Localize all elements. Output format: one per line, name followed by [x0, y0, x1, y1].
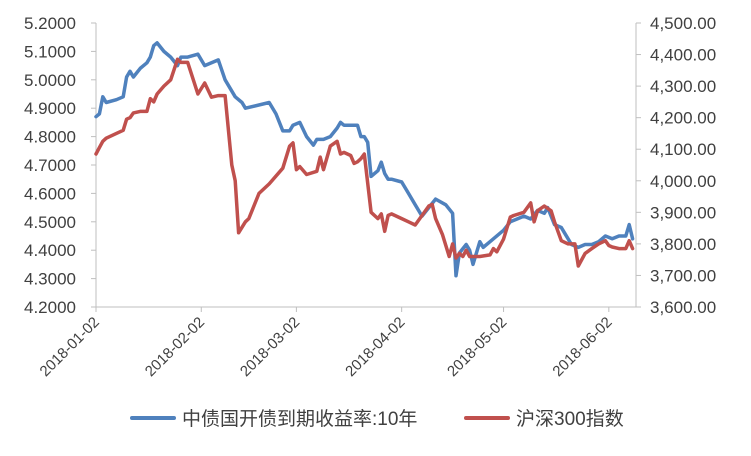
left-y-tick-label: 4.5000 — [24, 213, 76, 232]
x-tick-label: 2018-03-02 — [237, 314, 303, 380]
right-y-tick-label: 4,300.00 — [650, 77, 716, 96]
x-tick-label: 2018-06-02 — [549, 314, 615, 380]
right-y-tick-label: 3,700.00 — [650, 266, 716, 285]
right-y-tick-label: 4,100.00 — [650, 140, 716, 159]
left-y-tick-label: 4.7000 — [24, 156, 76, 175]
right-y-tick-label: 3,600.00 — [650, 298, 716, 317]
legend-label-csi300: 沪深300指数 — [516, 408, 624, 430]
left-y-tick-label: 4.9000 — [24, 99, 76, 118]
left-y-tick-label: 5.2000 — [24, 14, 76, 33]
left-y-tick-label: 4.4000 — [24, 241, 76, 260]
x-tick-label: 2018-02-02 — [142, 314, 208, 380]
left-y-tick-label: 5.0000 — [24, 71, 76, 90]
right-y-tick-label: 4,400.00 — [650, 46, 716, 65]
right-y-tick-label: 4,000.00 — [650, 172, 716, 191]
legend-label-bond-yield: 中债国开债到期收益率:10年 — [182, 408, 417, 430]
x-tick-label: 2018-05-02 — [444, 314, 510, 380]
series-line-bond-yield — [94, 41, 635, 278]
right-y-tick-label: 3,800.00 — [650, 235, 716, 254]
x-tick-label: 2018-01-02 — [37, 314, 103, 380]
left-y-tick-label: 4.6000 — [24, 184, 76, 203]
legend: 中债国开债到期收益率:10年 沪深300指数 — [130, 408, 624, 430]
series-line-csi300 — [94, 57, 635, 268]
right-y-tick-label: 4,200.00 — [650, 109, 716, 128]
right-y-tick-label: 3,900.00 — [650, 203, 716, 222]
left-y-tick-label: 5.1000 — [24, 42, 76, 61]
left-y-tick-label: 4.8000 — [24, 128, 76, 147]
series-lines — [94, 41, 635, 278]
left-y-tick-label: 4.2000 — [24, 298, 76, 317]
x-tick-label: 2018-04-02 — [342, 314, 408, 380]
left-y-tick-label: 4.3000 — [24, 270, 76, 289]
right-y-tick-label: 4,500.00 — [650, 14, 716, 33]
